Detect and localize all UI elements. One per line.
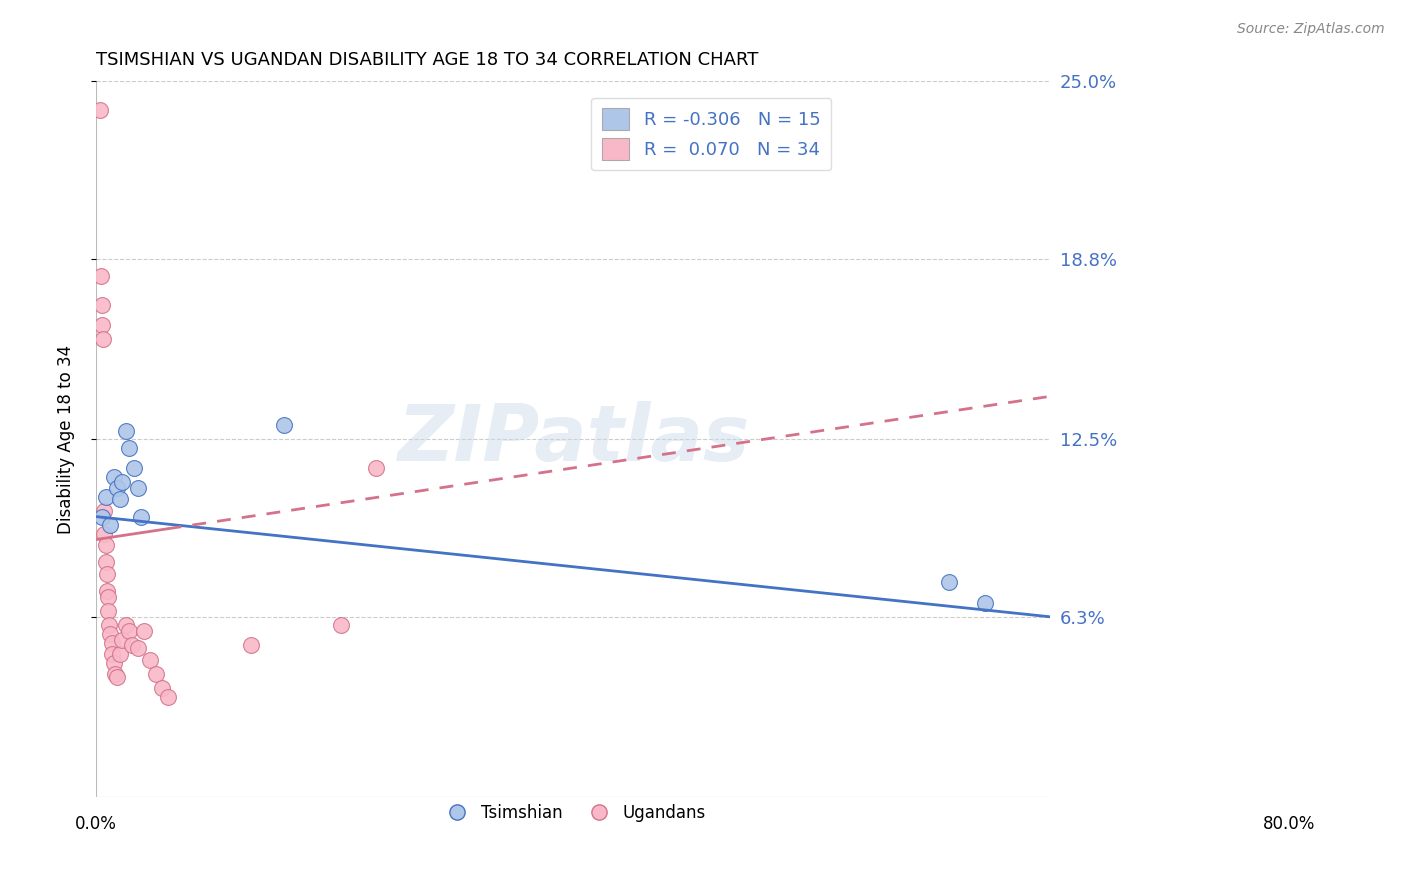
Point xyxy=(104,667,127,681)
Point xyxy=(150,681,173,696)
Point xyxy=(118,441,141,455)
Text: Source: ZipAtlas.com: Source: ZipAtlas.com xyxy=(1237,22,1385,37)
Y-axis label: Disability Age 18 to 34: Disability Age 18 to 34 xyxy=(58,344,75,533)
Text: TSIMSHIAN VS UGANDAN DISABILITY AGE 18 TO 34 CORRELATION CHART: TSIMSHIAN VS UGANDAN DISABILITY AGE 18 T… xyxy=(96,51,758,69)
Point xyxy=(96,584,118,599)
Point xyxy=(938,575,960,590)
Point xyxy=(366,461,388,475)
Point xyxy=(127,481,149,495)
Point xyxy=(273,417,295,432)
Point xyxy=(98,518,121,533)
Point xyxy=(97,604,120,618)
Text: 0.0%: 0.0% xyxy=(75,815,117,833)
Point xyxy=(100,635,122,649)
Point xyxy=(103,656,125,670)
Point xyxy=(93,526,115,541)
Point xyxy=(122,461,145,475)
Point xyxy=(98,627,121,641)
Point xyxy=(107,481,129,495)
Point xyxy=(118,624,141,639)
Point xyxy=(127,641,149,656)
Point xyxy=(138,653,160,667)
Point xyxy=(91,509,114,524)
Point xyxy=(89,103,111,117)
Point xyxy=(131,509,153,524)
Point xyxy=(90,268,112,283)
Point xyxy=(114,618,136,632)
Text: ZIPatlas: ZIPatlas xyxy=(396,401,749,477)
Point xyxy=(973,595,995,609)
Point xyxy=(240,639,263,653)
Legend: Tsimshian, Ugandans: Tsimshian, Ugandans xyxy=(434,797,713,829)
Text: 80.0%: 80.0% xyxy=(1263,815,1315,833)
Point xyxy=(145,667,167,681)
Point xyxy=(91,332,114,346)
Point xyxy=(121,639,143,653)
Point xyxy=(94,556,117,570)
Point xyxy=(114,424,136,438)
Point xyxy=(91,318,114,332)
Point xyxy=(108,492,131,507)
Point xyxy=(96,566,118,581)
Point xyxy=(132,624,155,639)
Point xyxy=(94,490,117,504)
Point xyxy=(103,469,125,483)
Point xyxy=(111,632,134,647)
Point xyxy=(100,647,122,661)
Point xyxy=(108,647,131,661)
Point xyxy=(107,670,129,684)
Point xyxy=(91,298,114,312)
Point xyxy=(94,538,117,552)
Point xyxy=(93,504,115,518)
Point xyxy=(156,690,179,704)
Point xyxy=(98,618,121,632)
Point xyxy=(329,618,352,632)
Point xyxy=(97,590,120,604)
Point xyxy=(111,475,134,490)
